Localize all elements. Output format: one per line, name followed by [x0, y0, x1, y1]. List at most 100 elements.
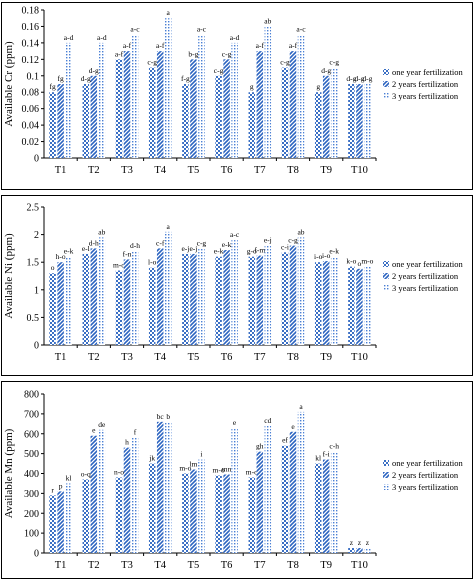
- legend-label: 3 years fertilization: [392, 283, 459, 293]
- bar: [330, 256, 338, 345]
- y-tick-label: 0.04: [22, 121, 40, 132]
- legend-label: 3 years fertilization: [392, 482, 459, 492]
- bar: [198, 248, 205, 345]
- x-tick-label: T6: [221, 352, 233, 363]
- significance-label: r: [51, 485, 54, 494]
- significance-label: kl: [315, 454, 321, 463]
- y-tick-label: 0.06: [22, 104, 40, 115]
- x-tick-label: T7: [254, 352, 266, 363]
- significance-label: m-o: [361, 257, 373, 266]
- bar: [215, 75, 222, 158]
- bar: [289, 51, 297, 158]
- x-tick-label: T2: [88, 352, 100, 363]
- significance-label: g: [250, 82, 254, 91]
- bar: [256, 255, 264, 345]
- bar: [90, 75, 98, 158]
- x-tick-label: T4: [154, 560, 166, 571]
- bar: [131, 34, 139, 158]
- legend-label: 2 years fertilization: [392, 271, 459, 281]
- bar: [190, 253, 197, 345]
- significance-label: z: [366, 538, 370, 547]
- significance-label: e-j: [181, 244, 189, 253]
- significance-label: c-g: [222, 49, 232, 58]
- bar: [348, 266, 355, 345]
- bar: [231, 240, 238, 345]
- bar: [148, 67, 156, 158]
- bar: [156, 51, 164, 158]
- x-tick-label: T2: [88, 560, 100, 571]
- significance-label: a-d: [97, 33, 107, 42]
- y-tick-label: 500: [24, 449, 39, 460]
- bar: [57, 491, 64, 553]
- bar: [131, 251, 139, 345]
- x-tick-label: T10: [351, 165, 368, 176]
- y-axis-label: Available Cr (ppm): [3, 41, 15, 127]
- significance-label: e-k: [329, 247, 339, 256]
- significance-label: c-g: [214, 66, 224, 75]
- significance-label: e-l: [82, 244, 90, 253]
- significance-label: a-c: [197, 25, 207, 34]
- significance-label: f-g: [181, 74, 190, 83]
- significance-label: a-c: [296, 25, 306, 34]
- bar: [164, 231, 172, 345]
- bar: [215, 475, 222, 553]
- x-tick-label: T6: [221, 560, 233, 571]
- x-tick-label: T4: [154, 352, 166, 363]
- significance-label: e: [233, 418, 237, 427]
- significance-label: k-o: [346, 257, 356, 266]
- bar: [49, 92, 56, 158]
- bar: [156, 421, 164, 553]
- x-tick-label: T7: [254, 165, 266, 176]
- bar: [256, 51, 264, 158]
- y-tick-label: 0.1: [27, 71, 40, 82]
- significance-label: fg: [57, 74, 63, 83]
- bar: [156, 248, 164, 345]
- bar: [364, 84, 371, 158]
- bar: [322, 75, 330, 158]
- bar: [223, 474, 230, 553]
- legend-swatch: [383, 93, 389, 99]
- significance-label: lm: [189, 460, 197, 469]
- bar: [330, 67, 338, 158]
- bar: [123, 447, 131, 553]
- bar: [248, 256, 256, 345]
- significance-label: i-o: [314, 252, 323, 261]
- y-tick-label: 300: [24, 489, 39, 500]
- x-tick-label: T8: [287, 352, 299, 363]
- significance-label: o: [358, 259, 362, 268]
- bar: [65, 256, 72, 345]
- bar: [297, 34, 305, 158]
- significance-label: c-g: [147, 58, 157, 67]
- significance-label: a-f: [156, 41, 165, 50]
- x-tick-label: T5: [188, 165, 200, 176]
- legend-label: 3 years fertilization: [392, 91, 459, 101]
- significance-label: f: [134, 428, 137, 437]
- bar: [57, 84, 64, 158]
- y-tick-label: 100: [24, 529, 39, 540]
- significance-label: a: [167, 8, 171, 17]
- significance-label: d-g: [362, 74, 372, 83]
- bar: [182, 84, 189, 158]
- significance-label: o-q: [81, 469, 91, 478]
- x-tick-label: T8: [287, 165, 299, 176]
- significance-label: a-f: [123, 41, 132, 50]
- y-axis-label: Available Mn (ppm): [3, 428, 15, 518]
- bar: [148, 267, 156, 345]
- x-tick-label: T5: [188, 352, 200, 363]
- bar: [231, 42, 238, 159]
- significance-label: a-f: [115, 49, 124, 58]
- x-tick-label: T3: [121, 165, 133, 176]
- bar: [223, 250, 230, 345]
- significance-label: b-g: [188, 49, 198, 58]
- significance-label: e-k: [214, 247, 224, 256]
- legend-label: one year fertilization: [392, 67, 464, 77]
- y-tick-label: 0: [34, 341, 39, 352]
- legend-swatch: [383, 273, 389, 279]
- significance-label: c-g: [280, 58, 290, 67]
- significance-label: e: [291, 422, 295, 431]
- bar: [364, 548, 371, 553]
- y-tick-label: 0.14: [22, 38, 40, 49]
- significance-label: b: [166, 412, 170, 421]
- x-tick-label: T6: [221, 165, 233, 176]
- bar: [190, 59, 197, 159]
